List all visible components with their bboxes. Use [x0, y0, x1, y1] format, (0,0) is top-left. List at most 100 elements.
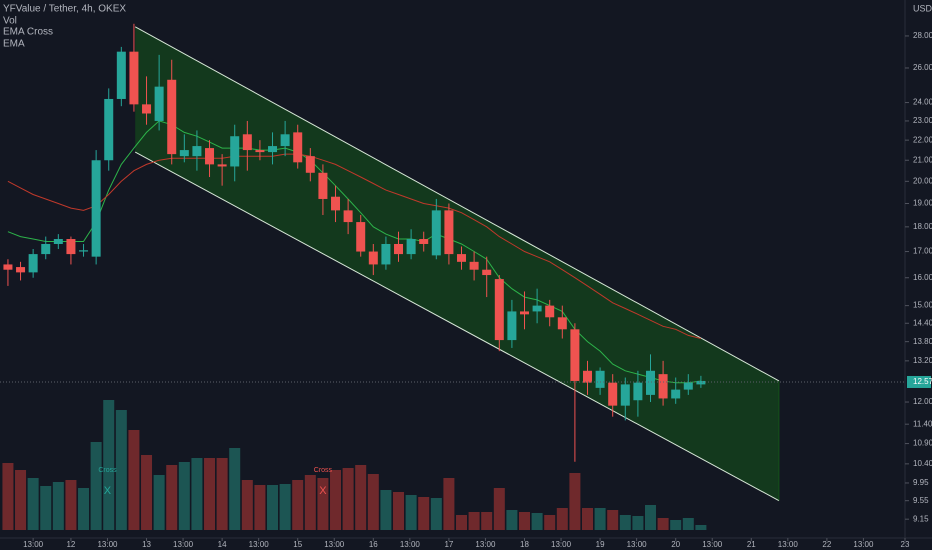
y-tick-label: 15.00	[913, 301, 932, 310]
volume-bar	[267, 485, 279, 530]
candle-body	[142, 104, 152, 114]
volume-bar	[493, 488, 505, 530]
volume-bar	[582, 508, 594, 530]
candle-body	[520, 311, 530, 315]
volume-bar	[670, 520, 682, 530]
candle-body	[318, 172, 328, 199]
volume-bar	[468, 512, 480, 530]
candle-body	[683, 382, 693, 390]
candle-body	[331, 196, 341, 211]
candle-body	[620, 384, 630, 406]
candle-body	[608, 382, 618, 406]
candle-body	[53, 239, 63, 244]
x-tick-label: 13:00	[324, 540, 345, 549]
volume-bar	[204, 458, 216, 530]
x-tick-label: 16	[369, 540, 378, 549]
x-tick-label: 15	[293, 540, 302, 549]
volume-bar	[317, 478, 329, 530]
volume-bar	[141, 455, 153, 530]
candle-body	[154, 86, 164, 121]
candle-body	[406, 239, 416, 255]
volume-bar	[569, 473, 581, 530]
candle-body	[41, 243, 51, 255]
x-tick-label: 12	[66, 540, 75, 549]
candle-body	[242, 134, 252, 151]
volume-bar	[519, 512, 531, 530]
y-tick-label: 9.95	[913, 478, 929, 487]
x-tick-label: 13:00	[778, 540, 799, 549]
candle-body	[268, 146, 278, 153]
volume-bar	[178, 462, 190, 530]
y-tick-label: 14.40	[913, 318, 932, 327]
volume-bar	[241, 480, 253, 530]
y-tick-label: 16.00	[913, 273, 932, 282]
candle-body	[28, 254, 38, 273]
ema-line	[7, 153, 702, 339]
x-tick-label: 13:00	[173, 540, 194, 549]
volume-bar	[594, 508, 606, 530]
candle-body	[305, 156, 315, 173]
candle-body	[444, 210, 454, 255]
x-tick-label: 13:00	[627, 540, 648, 549]
ema-line	[7, 120, 701, 384]
y-tick-label: 9.55	[913, 496, 929, 505]
volume-bar	[342, 468, 354, 530]
x-tick-label: 21	[747, 540, 756, 549]
y-tick-label: 10.90	[913, 439, 932, 448]
candle-body	[570, 329, 580, 381]
candle-body	[343, 210, 353, 223]
volume-bar	[418, 497, 430, 530]
x-tick-label: 17	[444, 540, 453, 549]
volume-bar	[191, 458, 203, 530]
y-tick-label: 26.00	[913, 63, 932, 72]
candle-body	[293, 132, 303, 163]
volume-bar	[279, 484, 291, 530]
annotation-label: Cross	[98, 467, 117, 474]
x-tick-label: 13:00	[551, 540, 572, 549]
legend-item: EMA Cross	[3, 27, 53, 38]
y-tick-label: 19.00	[913, 199, 932, 208]
volume-bar	[254, 485, 266, 530]
x-tick-label: 13:00	[702, 540, 723, 549]
volume-bar	[2, 463, 14, 530]
candle-body	[280, 134, 290, 147]
last-price-box	[907, 375, 931, 388]
y-tick-label: 17.00	[913, 247, 932, 256]
candle-body	[394, 243, 404, 255]
chart-title: YFValue / Tether, 4h, OKEX	[3, 4, 126, 15]
volume-bar	[644, 505, 656, 530]
y-tick-label: 10.40	[913, 459, 932, 468]
volume-bar	[52, 482, 64, 530]
volume-bar	[695, 525, 707, 530]
candle-body	[671, 389, 681, 399]
y-tick-label: 22.00	[913, 135, 932, 144]
volume-bar	[40, 486, 52, 530]
volume-bar	[103, 400, 115, 530]
x-tick-label: 13:00	[400, 540, 421, 549]
volume-bar	[430, 498, 442, 530]
volume-bar	[607, 510, 619, 530]
candle-body	[205, 148, 215, 165]
candle-body	[116, 51, 126, 99]
candle-body	[494, 279, 504, 341]
candle-body	[633, 382, 643, 401]
volume-bar	[78, 488, 90, 530]
y-tick-label: 23.00	[913, 116, 932, 125]
x-tick-label: 13:00	[249, 540, 270, 549]
y-tick-label: 21.00	[913, 155, 932, 164]
y-tick-label: 24.00	[913, 98, 932, 107]
volume-bar	[166, 465, 178, 530]
volume-bar	[506, 510, 518, 530]
y-tick-label: 9.15	[913, 514, 929, 523]
annotation-mark: X	[319, 485, 327, 497]
candle-body	[658, 374, 668, 399]
volume-bar	[380, 490, 392, 530]
channel-line	[134, 151, 780, 502]
candle-body	[368, 251, 378, 265]
candle-body	[469, 261, 479, 270]
candle-body	[532, 305, 542, 312]
x-tick-label: 13:00	[23, 540, 44, 549]
x-tick-label: 13:00	[475, 540, 496, 549]
x-tick-label: 13	[142, 540, 151, 549]
